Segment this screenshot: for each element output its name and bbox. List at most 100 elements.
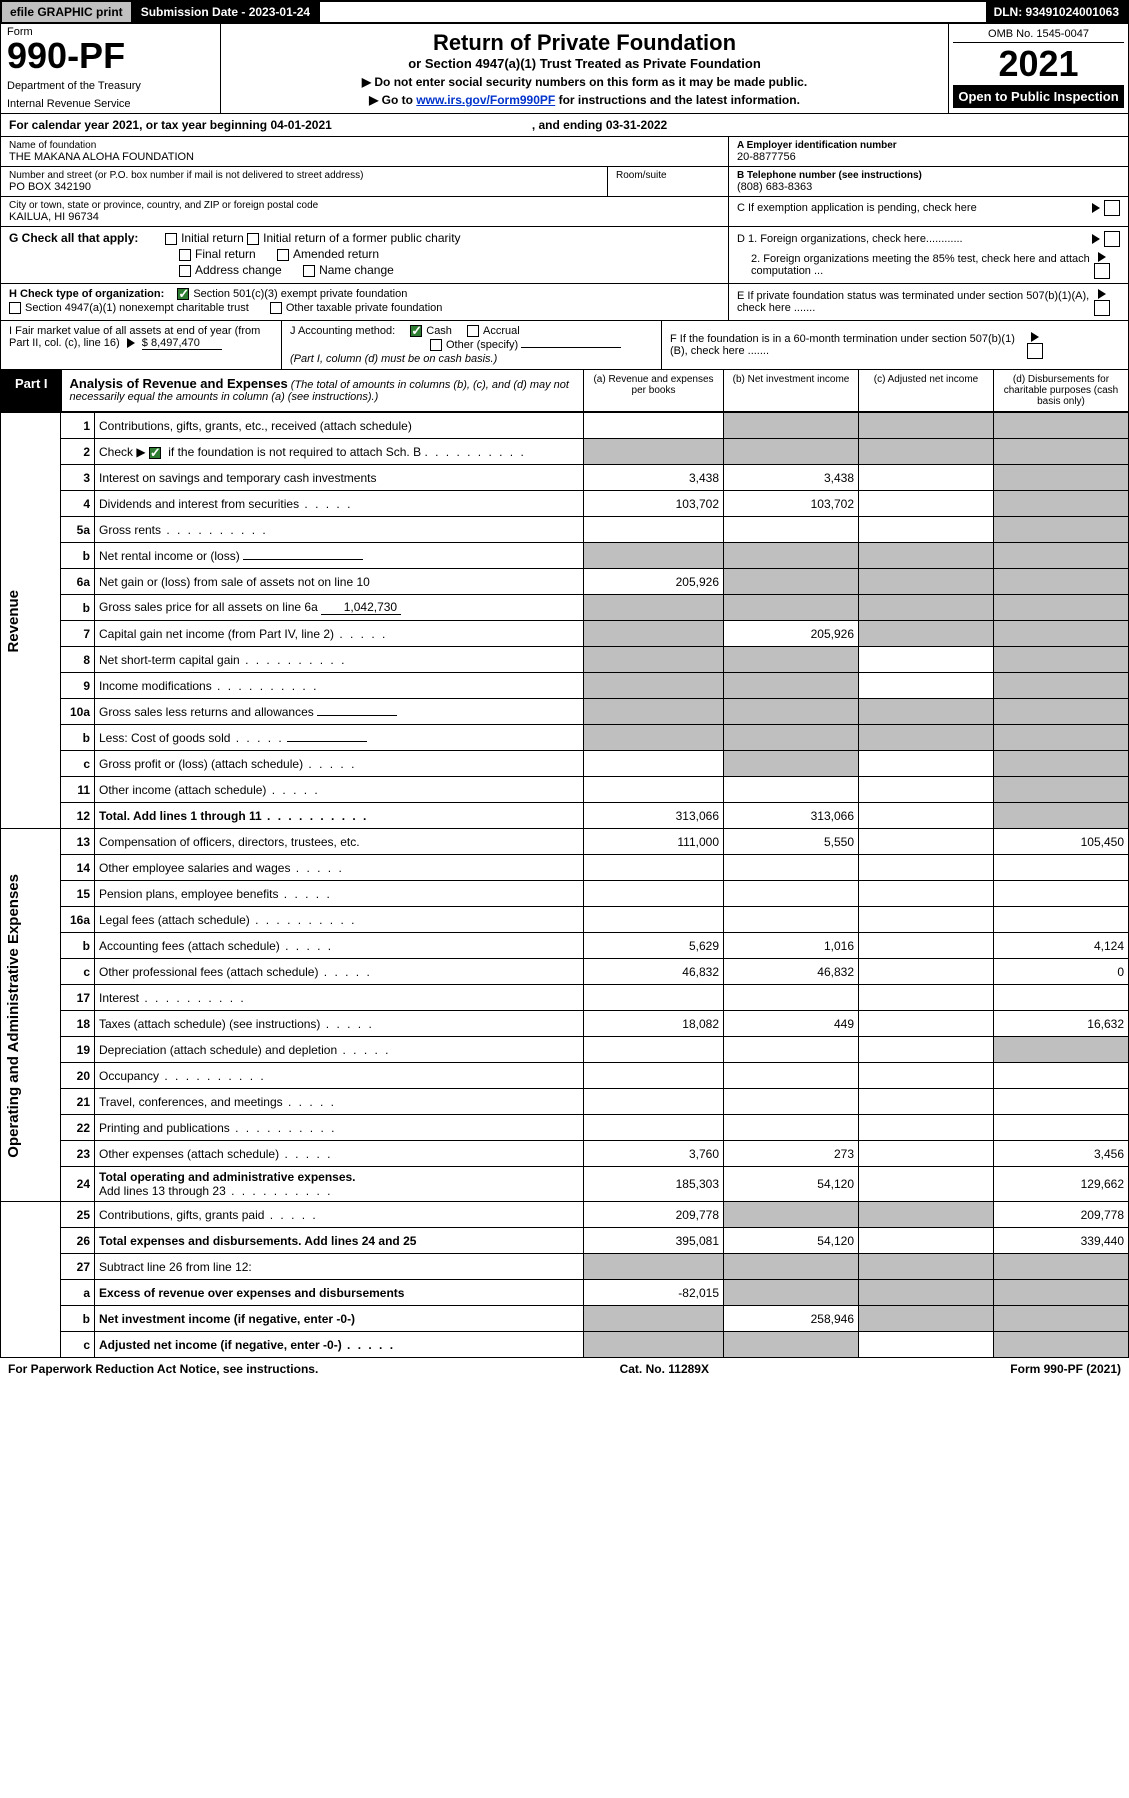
section-i-j-f-row: I Fair market value of all assets at end… [0,321,1129,370]
calendar-year-row: For calendar year 2021, or tax year begi… [0,114,1129,137]
line-num: 7 [61,621,95,647]
lbl-other-method: Other (specify) [446,339,518,351]
table-row: 15 Pension plans, employee benefits [1,881,1129,907]
table-row: a Excess of revenue over expenses and di… [1,1280,1129,1306]
section-c-label: C If exemption application is pending, c… [737,202,977,214]
table-row: 11 Other income (attach schedule) [1,777,1129,803]
table-row: 27 Subtract line 26 from line 12: [1,1254,1129,1280]
line-num: 17 [61,985,95,1011]
part-i-title: Analysis of Revenue and Expenses [70,376,288,391]
lbl-amended: Amended return [293,247,379,261]
r2-post: if the foundation is not required to att… [168,445,421,459]
section-d1: D 1. Foreign organizations, check here..… [737,233,963,245]
checkbox-other-tax[interactable] [270,302,282,314]
line-desc: Gross rents [95,517,584,543]
section-g-label: G Check all that apply: [9,231,138,245]
line-desc: Excess of revenue over expenses and disb… [95,1280,584,1306]
section-e: E If private foundation status was termi… [728,284,1128,320]
form-url-link[interactable]: www.irs.gov/Form990PF [416,93,555,107]
section-h: H Check type of organization: Section 50… [1,284,728,320]
checkbox-e[interactable] [1094,300,1110,316]
table-row: 24 Total operating and administrative ex… [1,1167,1129,1202]
cell-b: 205,926 [724,621,859,647]
top-bar: efile GRAPHIC print Submission Date - 20… [0,0,1129,24]
ein-label: A Employer identification number [737,140,1120,151]
line-num: 22 [61,1115,95,1141]
line-desc: Income modifications [95,673,584,699]
checkbox-sch-b[interactable] [149,447,161,459]
line-desc: Travel, conferences, and meetings [95,1089,584,1115]
phone-value: (808) 683-8363 [737,181,1120,193]
cell-a: 185,303 [584,1167,724,1202]
line-desc: Gross profit or (loss) (attach schedule) [95,751,584,777]
checkbox-cash[interactable] [410,325,422,337]
arrow-icon [127,338,135,348]
line-desc: Occupancy [95,1063,584,1089]
line-desc: Net short-term capital gain [95,647,584,673]
lbl-initial-former: Initial return of a former public charit… [263,231,460,245]
cell-b: 103,702 [724,491,859,517]
checkbox-c[interactable] [1104,200,1120,216]
col-b-hdr: (b) Net investment income [723,370,858,411]
checkbox-other-method[interactable] [430,339,442,351]
ein-cell: A Employer identification number 20-8877… [729,137,1128,167]
lbl-501c3: Section 501(c)(3) exempt private foundat… [193,288,407,300]
line-num: 1 [61,413,95,439]
checkbox-name-change[interactable] [303,265,315,277]
line-desc: Check ▶ if the foundation is not require… [95,439,584,465]
cell-a: 313,066 [584,803,724,829]
info-left-col: Name of foundation THE MAKANA ALOHA FOUN… [1,137,728,226]
cell-b: 54,120 [724,1167,859,1202]
checkbox-d1[interactable] [1104,231,1120,247]
cell-d: 0 [994,959,1129,985]
info-grid: Name of foundation THE MAKANA ALOHA FOUN… [0,137,1129,227]
line-desc: Other income (attach schedule) [95,777,584,803]
topbar-spacer [320,2,985,22]
checkbox-accrual[interactable] [467,325,479,337]
line-num: 6a [61,569,95,595]
cell-b: 1,016 [724,933,859,959]
table-row: Revenue 1 Contributions, gifts, grants, … [1,413,1129,439]
cell-a: -82,015 [584,1280,724,1306]
line-num: 25 [61,1202,95,1228]
checkbox-final[interactable] [179,249,191,261]
footer-mid: Cat. No. 11289X [620,1362,709,1376]
cell-d: 209,778 [994,1202,1129,1228]
table-row: 26 Total expenses and disbursements. Add… [1,1228,1129,1254]
lbl-other-tax: Other taxable private foundation [286,302,443,314]
line-num: b [61,543,95,569]
section-d: D 1. Foreign organizations, check here..… [728,227,1128,283]
table-row: c Other professional fees (attach schedu… [1,959,1129,985]
line-desc: Other employee salaries and wages [95,855,584,881]
cell-b: 273 [724,1141,859,1167]
table-row: b Less: Cost of goods sold [1,725,1129,751]
cell-a: 209,778 [584,1202,724,1228]
lbl-name-change: Name change [319,263,394,277]
table-row: b Net rental income or (loss) [1,543,1129,569]
dept-treasury: Department of the Treasury [7,80,214,92]
checkbox-4947[interactable] [9,302,21,314]
line-num: 4 [61,491,95,517]
line-desc: Other professional fees (attach schedule… [95,959,584,985]
line-num: 10a [61,699,95,725]
checkbox-f[interactable] [1027,343,1043,359]
line-desc: Less: Cost of goods sold [95,725,584,751]
checkbox-initial[interactable] [165,233,177,245]
line-num: 21 [61,1089,95,1115]
col-d-hdr: (d) Disbursements for charitable purpose… [993,370,1128,411]
submission-date: Submission Date - 2023-01-24 [133,2,320,22]
line-desc: Interest [95,985,584,1011]
checkbox-amended[interactable] [277,249,289,261]
table-row: 6a Net gain or (loss) from sale of asset… [1,569,1129,595]
line-desc: Depreciation (attach schedule) and deple… [95,1037,584,1063]
checkbox-initial-former[interactable] [247,233,259,245]
checkbox-d2[interactable] [1094,263,1110,279]
checkbox-501c3[interactable] [177,288,189,300]
table-row: 20 Occupancy [1,1063,1129,1089]
line-num: b [61,1306,95,1332]
checkbox-addr[interactable] [179,265,191,277]
street-label: Number and street (or P.O. box number if… [9,170,599,181]
irs-label: Internal Revenue Service [7,98,214,110]
fmv-value: $ 8,497,470 [142,337,222,350]
line-num: 8 [61,647,95,673]
